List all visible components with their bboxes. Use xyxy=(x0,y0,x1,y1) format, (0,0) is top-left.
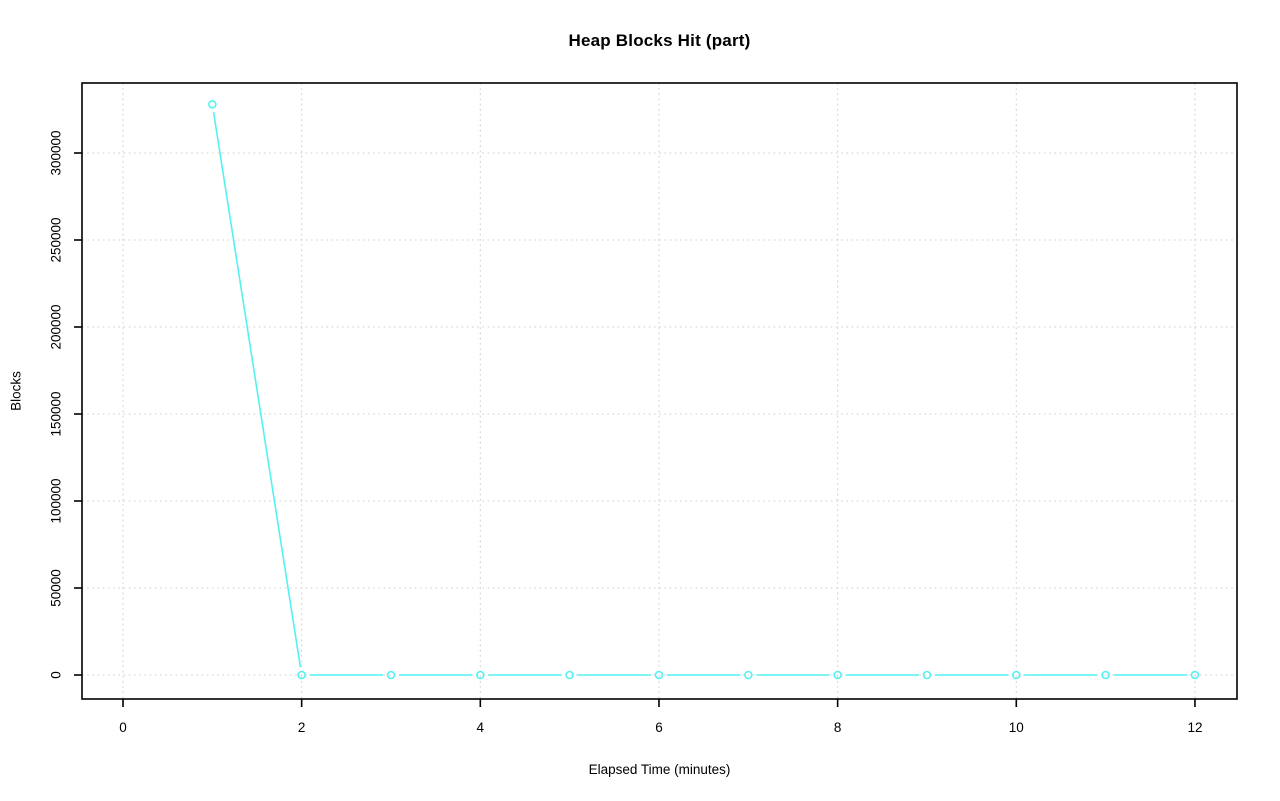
data-point xyxy=(1190,670,1200,680)
x-tick-label: 6 xyxy=(655,720,663,735)
y-axis-label: Blocks xyxy=(8,371,24,411)
data-point xyxy=(744,670,753,680)
data-point xyxy=(565,670,574,680)
data-point xyxy=(833,670,842,680)
y-tick-label: 250000 xyxy=(49,217,64,262)
y-tick-label: 200000 xyxy=(49,304,64,349)
y-tick-label: 50000 xyxy=(49,569,64,607)
y-tick-label: 150000 xyxy=(49,391,64,436)
data-point xyxy=(654,670,664,680)
data-line-segment xyxy=(212,112,302,668)
y-tick-label: 100000 xyxy=(49,478,64,523)
x-axis-label: Elapsed Time (minutes) xyxy=(588,762,731,777)
chart-title: Heap Blocks Hit (part) xyxy=(568,31,751,50)
data-point xyxy=(922,670,932,680)
data-point xyxy=(386,670,396,680)
x-tick-label: 4 xyxy=(477,720,485,735)
data-point xyxy=(297,670,306,680)
x-tick-label: 12 xyxy=(1187,720,1202,735)
x-tick-label: 0 xyxy=(119,720,127,735)
data-point xyxy=(1101,670,1110,680)
data-point xyxy=(208,99,217,109)
data-point xyxy=(1011,670,1021,680)
y-tick-label: 300000 xyxy=(49,130,64,175)
x-tick-label: 2 xyxy=(298,720,306,735)
x-tick-label: 8 xyxy=(834,720,842,735)
data-point xyxy=(476,670,485,680)
x-tick-label: 10 xyxy=(1009,720,1024,735)
y-tick-label: 0 xyxy=(49,671,64,679)
